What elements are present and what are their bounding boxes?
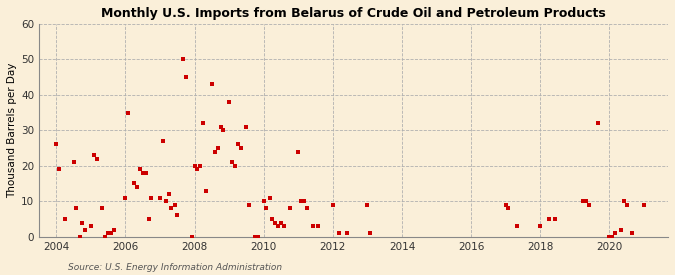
Point [244,203,254,207]
Point [264,196,275,200]
Point [54,167,65,172]
Point [607,235,618,239]
Point [610,231,620,235]
Point [218,128,229,133]
Point [267,217,278,221]
Point [200,188,211,193]
Point [549,217,560,221]
Point [166,206,177,211]
Point [71,206,82,211]
Point [327,203,338,207]
Point [105,231,116,235]
Point [261,206,272,211]
Point [74,235,85,239]
Point [209,149,220,154]
Point [213,146,223,150]
Point [120,196,131,200]
Point [604,235,615,239]
Point [163,192,174,196]
Y-axis label: Thousand Barrels per Day: Thousand Barrels per Day [7,63,17,198]
Point [123,110,134,115]
Point [299,199,310,204]
Point [224,100,235,104]
Point [307,224,318,228]
Point [639,203,649,207]
Point [259,199,269,204]
Point [169,203,180,207]
Point [143,217,154,221]
Point [157,139,168,143]
Point [278,224,289,228]
Point [535,224,545,228]
Point [362,203,373,207]
Point [333,231,344,235]
Point [189,164,200,168]
Point [77,220,88,225]
Point [235,146,246,150]
Point [584,203,595,207]
Point [627,231,638,235]
Point [593,121,603,125]
Point [230,164,240,168]
Point [181,75,192,79]
Point [618,199,629,204]
Point [68,160,79,164]
Point [616,227,626,232]
Point [503,206,514,211]
Point [198,121,209,125]
Point [578,199,589,204]
Point [302,206,313,211]
Point [161,199,171,204]
Point [109,227,119,232]
Point [100,235,111,239]
Point [241,125,252,129]
Text: Source: U.S. Energy Information Administration: Source: U.S. Energy Information Administ… [68,263,281,272]
Point [59,217,70,221]
Point [51,142,62,147]
Point [192,167,202,172]
Point [132,185,142,189]
Point [364,231,375,235]
Point [275,220,286,225]
Point [103,231,113,235]
Point [621,203,632,207]
Point [172,213,183,218]
Point [155,196,165,200]
Point [178,57,188,62]
Point [232,142,243,147]
Point [543,217,554,221]
Point [580,199,591,204]
Point [227,160,238,164]
Point [215,125,226,129]
Point [270,220,281,225]
Point [293,149,304,154]
Point [91,156,102,161]
Point [512,224,522,228]
Point [273,224,284,228]
Point [195,164,206,168]
Point [284,206,295,211]
Point [97,206,108,211]
Point [296,199,306,204]
Point [140,171,151,175]
Point [342,231,353,235]
Title: Monthly U.S. Imports from Belarus of Crude Oil and Petroleum Products: Monthly U.S. Imports from Belarus of Cru… [101,7,606,20]
Point [129,181,140,186]
Point [88,153,99,157]
Point [80,227,90,232]
Point [146,196,157,200]
Point [500,203,511,207]
Point [134,167,145,172]
Point [86,224,97,228]
Point [250,235,261,239]
Point [313,224,324,228]
Point [207,82,217,86]
Point [252,235,263,239]
Point [138,171,148,175]
Point [186,235,197,239]
